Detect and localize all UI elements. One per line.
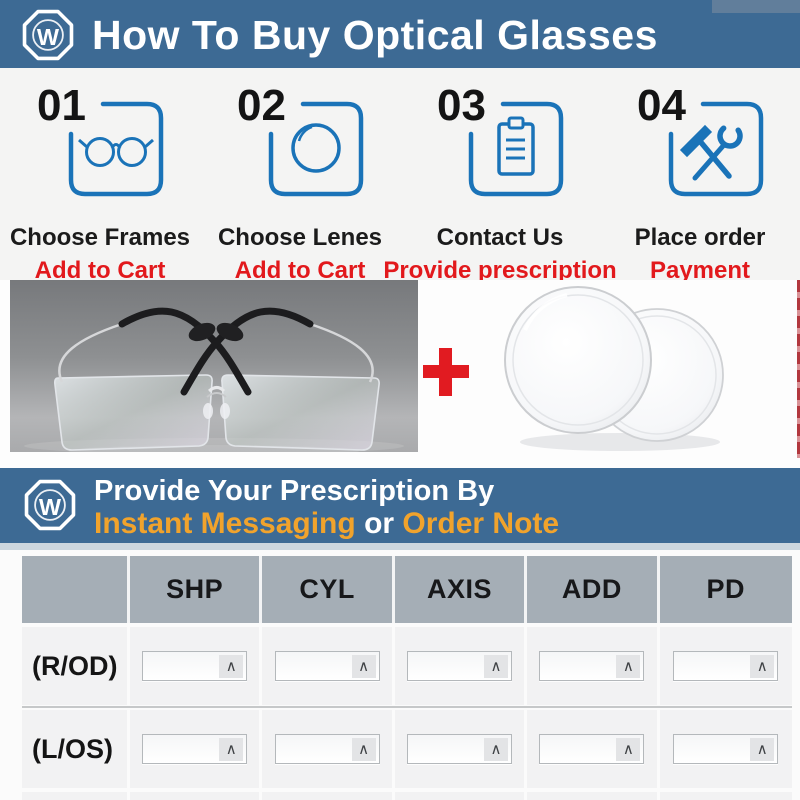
step-box-border — [68, 101, 164, 197]
step-subtitle: Payment — [649, 257, 751, 284]
header-cell-pd: PD — [659, 556, 792, 623]
spinner-up-icon[interactable]: ∧ — [750, 654, 775, 678]
page-edge-mark — [797, 280, 800, 458]
step-title: Contact Us — [436, 224, 564, 251]
table-header-row: SHP CYL AXIS ADD PD — [22, 556, 792, 623]
spinner-up-icon[interactable]: ∧ — [483, 654, 508, 678]
or-label: or — [364, 507, 395, 540]
cyl-right-input[interactable]: ∧ — [274, 651, 380, 681]
step-subtitle: Add to Cart — [34, 257, 166, 284]
instant-messaging-label: Instant Messaging — [94, 507, 356, 540]
step-title: Place order — [634, 224, 766, 251]
banner-bottom-edge — [0, 543, 800, 550]
w-logo-icon: W — [22, 9, 74, 61]
header-cell-cyl: CYL — [262, 556, 395, 623]
row-separator — [22, 705, 792, 710]
frame-plus-lenses-strip — [0, 280, 800, 468]
spinner-up-icon[interactable]: ∧ — [351, 654, 376, 678]
svg-text:W: W — [37, 24, 60, 50]
row-label: (L/OS) — [22, 710, 130, 788]
cyl-left-input[interactable]: ∧ — [274, 734, 380, 764]
shp-left-input[interactable]: ∧ — [142, 734, 248, 764]
spinner-up-icon[interactable]: ∧ — [483, 737, 508, 761]
spinner-up-icon[interactable]: ∧ — [750, 737, 775, 761]
spinner-up-icon[interactable]: ∧ — [616, 654, 641, 678]
step-number: 01 — [37, 81, 86, 130]
step-box-border — [268, 101, 364, 197]
step-choose-lenses: 02 Choose Lenes Add to Cart — [200, 68, 400, 285]
shp-right-input[interactable]: ∧ — [142, 651, 248, 681]
prescription-banner-line1: Provide Your Prescription By — [94, 475, 495, 507]
add-left-input[interactable]: ∧ — [539, 734, 645, 764]
table-row-left-eye: (L/OS) ∧ ∧ ∧ ∧ ∧ — [22, 710, 792, 788]
table-row-right-eye: (R/OD) ∧ ∧ ∧ ∧ ∧ — [22, 627, 792, 705]
lenses-photo — [504, 286, 724, 451]
prescription-table: SHP CYL AXIS ADD PD (R/OD) ∧ ∧ ∧ ∧ ∧ (L/… — [22, 556, 792, 800]
step-number: 02 — [237, 81, 286, 130]
glasses-photo — [10, 280, 418, 452]
how-to-buy-steps: 01 Choose Frames Add to Cart 02 — [0, 68, 800, 284]
prescription-banner-line2: Instant Messaging or Order Note — [94, 507, 559, 540]
w-logo-icon: W — [24, 479, 76, 531]
step-title: Choose Lenes — [217, 224, 383, 251]
axis-left-input[interactable]: ∧ — [406, 734, 512, 764]
clipboard-icon — [497, 116, 535, 176]
step-subtitle: Provide prescription — [383, 257, 617, 284]
header-banner: W How To Buy Optical Glasses — [0, 0, 800, 68]
spinner-up-icon[interactable]: ∧ — [351, 737, 376, 761]
step-subtitle: Add to Cart — [234, 257, 366, 284]
header-cell-shp: SHP — [130, 556, 263, 623]
row-label: (R/OD) — [22, 627, 130, 705]
table-row-clipped — [22, 792, 792, 800]
step-title: Choose Frames — [9, 224, 191, 251]
step-number: 03 — [437, 81, 486, 130]
header-cell-add: ADD — [527, 556, 660, 623]
row-separator — [22, 788, 792, 792]
step-number: 04 — [637, 81, 686, 130]
header-cell-axis: AXIS — [394, 556, 528, 623]
plus-icon — [423, 348, 469, 396]
page-title: How To Buy Optical Glasses — [92, 12, 658, 58]
pd-right-input[interactable]: ∧ — [673, 651, 779, 681]
step-place-order: 04 Place order Payment — [600, 68, 800, 285]
glasses-icon — [78, 137, 154, 167]
svg-text:W: W — [39, 494, 62, 520]
row-separator — [22, 623, 792, 627]
lens-icon — [291, 123, 341, 173]
spinner-up-icon[interactable]: ∧ — [616, 737, 641, 761]
pd-left-input[interactable]: ∧ — [673, 734, 779, 764]
header-corner-highlight — [712, 0, 800, 13]
spinner-up-icon[interactable]: ∧ — [219, 737, 244, 761]
prescription-banner: W Provide Your Prescription By Instant M… — [0, 468, 800, 543]
step-choose-frames: 01 Choose Frames Add to Cart — [0, 68, 200, 285]
step-contact-us: 03 Contact Us Provide prescription — [383, 68, 616, 285]
order-note-label: Order Note — [402, 507, 560, 540]
axis-right-input[interactable]: ∧ — [406, 651, 512, 681]
add-right-input[interactable]: ∧ — [539, 651, 645, 681]
spinner-up-icon[interactable]: ∧ — [219, 654, 244, 678]
tools-icon — [679, 123, 743, 181]
header-cell-blank — [22, 556, 130, 623]
step-box-border — [468, 101, 564, 197]
step-box-border — [668, 101, 764, 197]
